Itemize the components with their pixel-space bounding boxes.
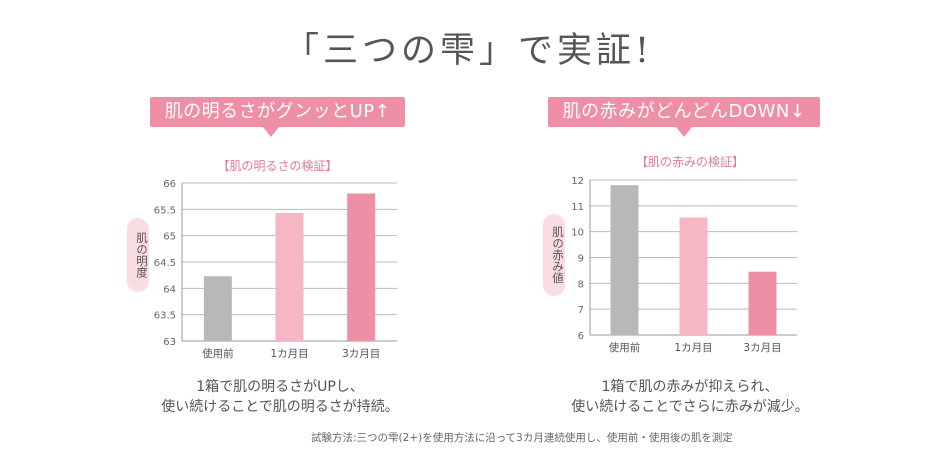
- y-tick-label: 10: [571, 228, 584, 239]
- x-tick-label: 3カ月目: [743, 342, 781, 354]
- brightness-y-axis-label: 肌の明度: [127, 218, 149, 292]
- redness-caption: 1箱で肌の赤みが抑えられ、 使い続けることでさらに赤みが減少。: [540, 377, 840, 417]
- x-tick-label: 使用前: [609, 341, 641, 354]
- brightness-banner: 肌の明るさがグンッとUP↑: [150, 97, 405, 127]
- y-tick-label: 66: [163, 179, 176, 190]
- x-tick-label: 使用前: [202, 347, 234, 360]
- y-tick-label: 7: [578, 305, 584, 316]
- brightness-caption-line2: 使い続けることで肌の明るさが持続。: [161, 399, 399, 415]
- y-tick-label: 63.5: [154, 311, 176, 322]
- brightness-caption: 1箱で肌の明るさがUPし、 使い続けることで肌の明るさが持続。: [130, 377, 430, 417]
- y-tick-label: 11: [571, 202, 584, 213]
- y-tick-label: 12: [571, 176, 584, 187]
- redness-caption-line1: 1箱で肌の赤みが抑えられ、: [601, 379, 779, 395]
- y-tick-label: 65: [163, 232, 176, 243]
- redness-caption-line2: 使い続けることでさらに赤みが減少。: [571, 399, 809, 415]
- y-tick-label: 64.5: [154, 258, 176, 269]
- redness-chart: 6 7 8 9 10 11 12 使用前 1カ月目 3カ月目: [571, 176, 797, 354]
- page-title: 「三つの雫」で実証!: [283, 31, 654, 71]
- y-tick-label: 8: [578, 279, 584, 290]
- brightness-chart-title: 【肌の明るさの検証】: [217, 159, 338, 173]
- redness-bar-2: [679, 217, 708, 335]
- x-tick-label: 3カ月目: [342, 348, 380, 360]
- brightness-chart: 63 63.5 64 64.5 65 65.5 66 使用前 1カ月目 3カ月目: [154, 179, 397, 360]
- redness-chart-title: 【肌の赤みの検証】: [635, 155, 744, 169]
- y-tick-label: 65.5: [154, 205, 176, 216]
- test-method-footnote: 試験方法:三つの雫(2+)を使用方法に沿って3カ月連続使用し、使用前・使用後の肌…: [311, 432, 733, 444]
- brightness-bar-1: [203, 276, 232, 341]
- brightness-bar-3: [347, 193, 376, 341]
- brightness-caption-line1: 1箱で肌の明るさがUPし、: [196, 379, 364, 395]
- redness-bar-1: [610, 185, 639, 335]
- y-tick-label: 9: [578, 254, 584, 265]
- redness-bar-3: [748, 271, 777, 335]
- x-tick-label: 1カ月目: [674, 342, 712, 354]
- brightness-bar-2: [275, 213, 304, 341]
- y-tick-label: 64: [163, 284, 176, 295]
- redness-banner-pointer: [676, 127, 692, 137]
- x-tick-label: 1カ月目: [270, 348, 308, 360]
- y-tick-label: 63: [163, 337, 176, 348]
- redness-y-axis-label: 肌の赤み値: [543, 214, 565, 296]
- redness-banner: 肌の赤みがどんどんDOWN↓: [548, 97, 820, 127]
- y-tick-label: 6: [578, 331, 584, 342]
- brightness-banner-pointer: [263, 127, 279, 137]
